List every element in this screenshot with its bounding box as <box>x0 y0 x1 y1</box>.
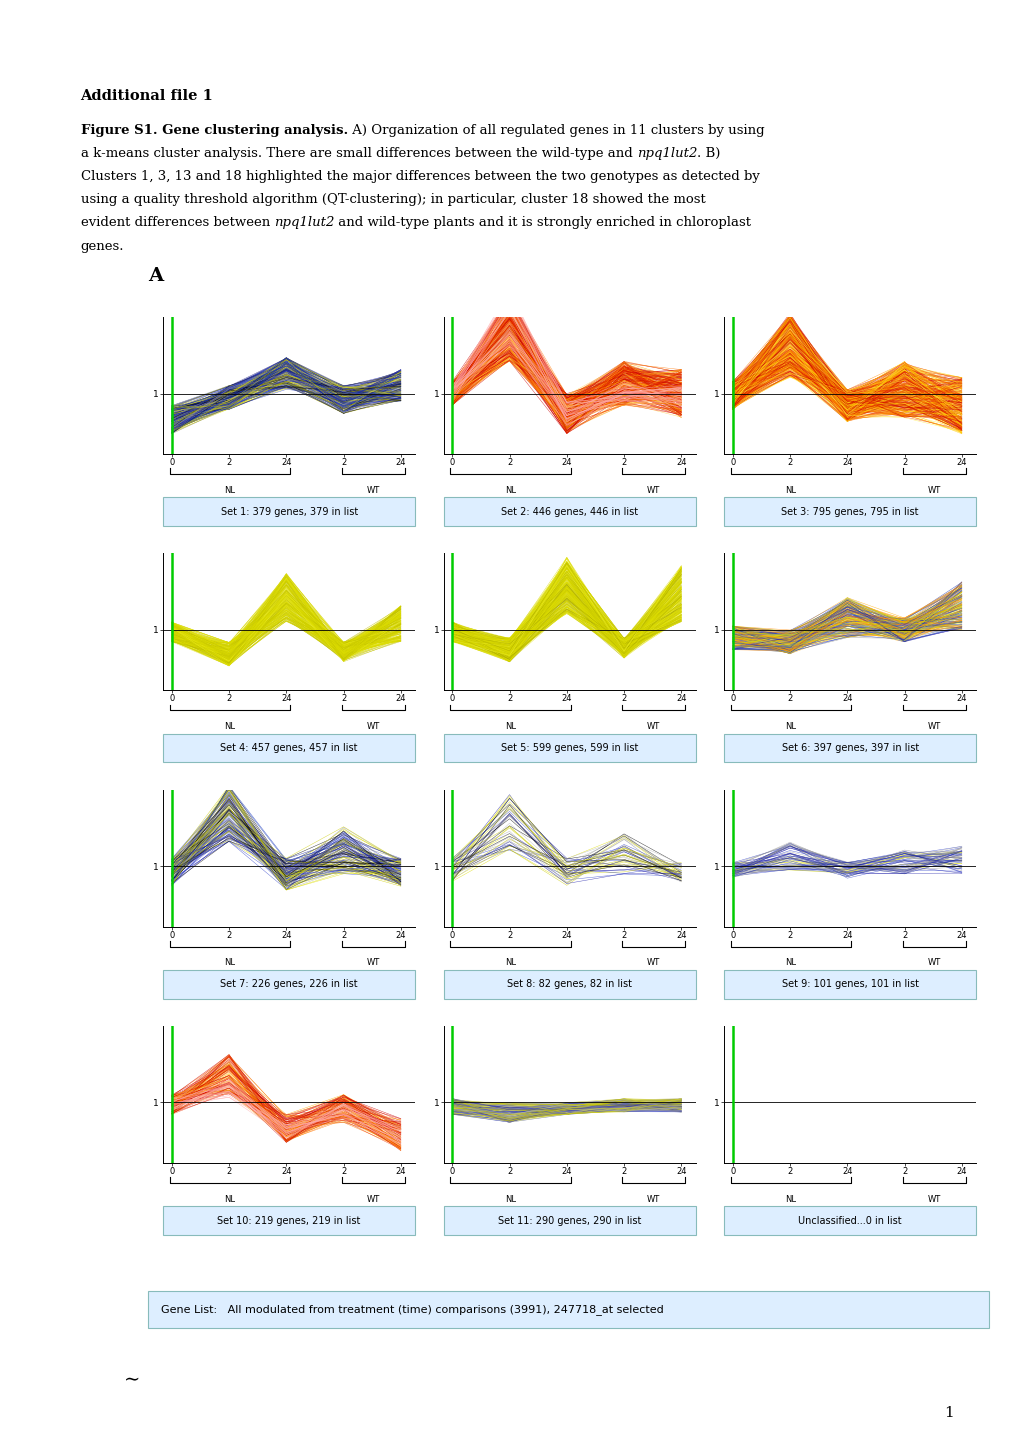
Text: 1: 1 <box>943 1405 953 1420</box>
Text: ∼: ∼ <box>124 1371 141 1390</box>
Text: Set 6: 397 genes, 397 in list: Set 6: 397 genes, 397 in list <box>781 743 918 753</box>
Text: NL: NL <box>785 958 796 967</box>
Text: A) Organization of all regulated genes in 11 clusters by using: A) Organization of all regulated genes i… <box>347 124 763 137</box>
Text: WT: WT <box>926 722 940 732</box>
Text: NL: NL <box>224 958 235 967</box>
Text: Figure S1. Gene clustering analysis.: Figure S1. Gene clustering analysis. <box>81 124 347 137</box>
Text: Additional file 1: Additional file 1 <box>81 89 213 104</box>
Text: Set 9: 101 genes, 101 in list: Set 9: 101 genes, 101 in list <box>781 980 918 990</box>
Text: WT: WT <box>926 958 940 967</box>
Text: NL: NL <box>504 722 516 732</box>
Text: WT: WT <box>926 1195 940 1203</box>
Text: WT: WT <box>366 722 379 732</box>
Text: Gene List:   All modulated from treatment (time) comparisons (3991), 247718_at s: Gene List: All modulated from treatment … <box>160 1304 662 1315</box>
Text: npq1lut2: npq1lut2 <box>636 147 696 160</box>
Text: Set 1: 379 genes, 379 in list: Set 1: 379 genes, 379 in list <box>220 506 358 517</box>
Text: WT: WT <box>366 958 379 967</box>
Text: WT: WT <box>646 1195 659 1203</box>
Text: NL: NL <box>785 486 796 495</box>
Text: NL: NL <box>504 958 516 967</box>
Text: Set 4: 457 genes, 457 in list: Set 4: 457 genes, 457 in list <box>220 743 358 753</box>
Text: using a quality threshold algorithm (QT-clustering); in particular, cluster 18 s: using a quality threshold algorithm (QT-… <box>81 193 705 206</box>
Text: NL: NL <box>504 486 516 495</box>
Text: NL: NL <box>504 1195 516 1203</box>
Text: Set 3: 795 genes, 795 in list: Set 3: 795 genes, 795 in list <box>781 506 918 517</box>
Text: NL: NL <box>224 486 235 495</box>
Text: . B): . B) <box>696 147 719 160</box>
Text: evident differences between: evident differences between <box>81 216 274 229</box>
Text: npq1lut2: npq1lut2 <box>274 216 334 229</box>
Text: Set 8: 82 genes, 82 in list: Set 8: 82 genes, 82 in list <box>506 980 632 990</box>
Text: a k-means cluster analysis. There are small differences between the wild-type an: a k-means cluster analysis. There are sm… <box>81 147 636 160</box>
Text: WT: WT <box>366 486 379 495</box>
Text: and wild-type plants and it is strongly enriched in chloroplast: and wild-type plants and it is strongly … <box>334 216 751 229</box>
Text: Unclassified...0 in list: Unclassified...0 in list <box>798 1215 901 1225</box>
Text: WT: WT <box>646 958 659 967</box>
Text: WT: WT <box>646 722 659 732</box>
Text: WT: WT <box>926 486 940 495</box>
Text: Set 10: 219 genes, 219 in list: Set 10: 219 genes, 219 in list <box>217 1215 361 1225</box>
Text: Clusters 1, 3, 13 and 18 highlighted the major differences between the two genot: Clusters 1, 3, 13 and 18 highlighted the… <box>81 170 759 183</box>
Text: NL: NL <box>224 722 235 732</box>
Text: genes.: genes. <box>81 240 124 253</box>
Text: Set 11: 290 genes, 290 in list: Set 11: 290 genes, 290 in list <box>497 1215 641 1225</box>
Text: WT: WT <box>366 1195 379 1203</box>
Text: Set 5: 599 genes, 599 in list: Set 5: 599 genes, 599 in list <box>500 743 638 753</box>
Text: Set 7: 226 genes, 226 in list: Set 7: 226 genes, 226 in list <box>220 980 358 990</box>
Text: A: A <box>148 267 163 284</box>
Text: NL: NL <box>785 1195 796 1203</box>
Text: NL: NL <box>224 1195 235 1203</box>
Text: WT: WT <box>646 486 659 495</box>
Text: Set 2: 446 genes, 446 in list: Set 2: 446 genes, 446 in list <box>500 506 638 517</box>
Text: NL: NL <box>785 722 796 732</box>
